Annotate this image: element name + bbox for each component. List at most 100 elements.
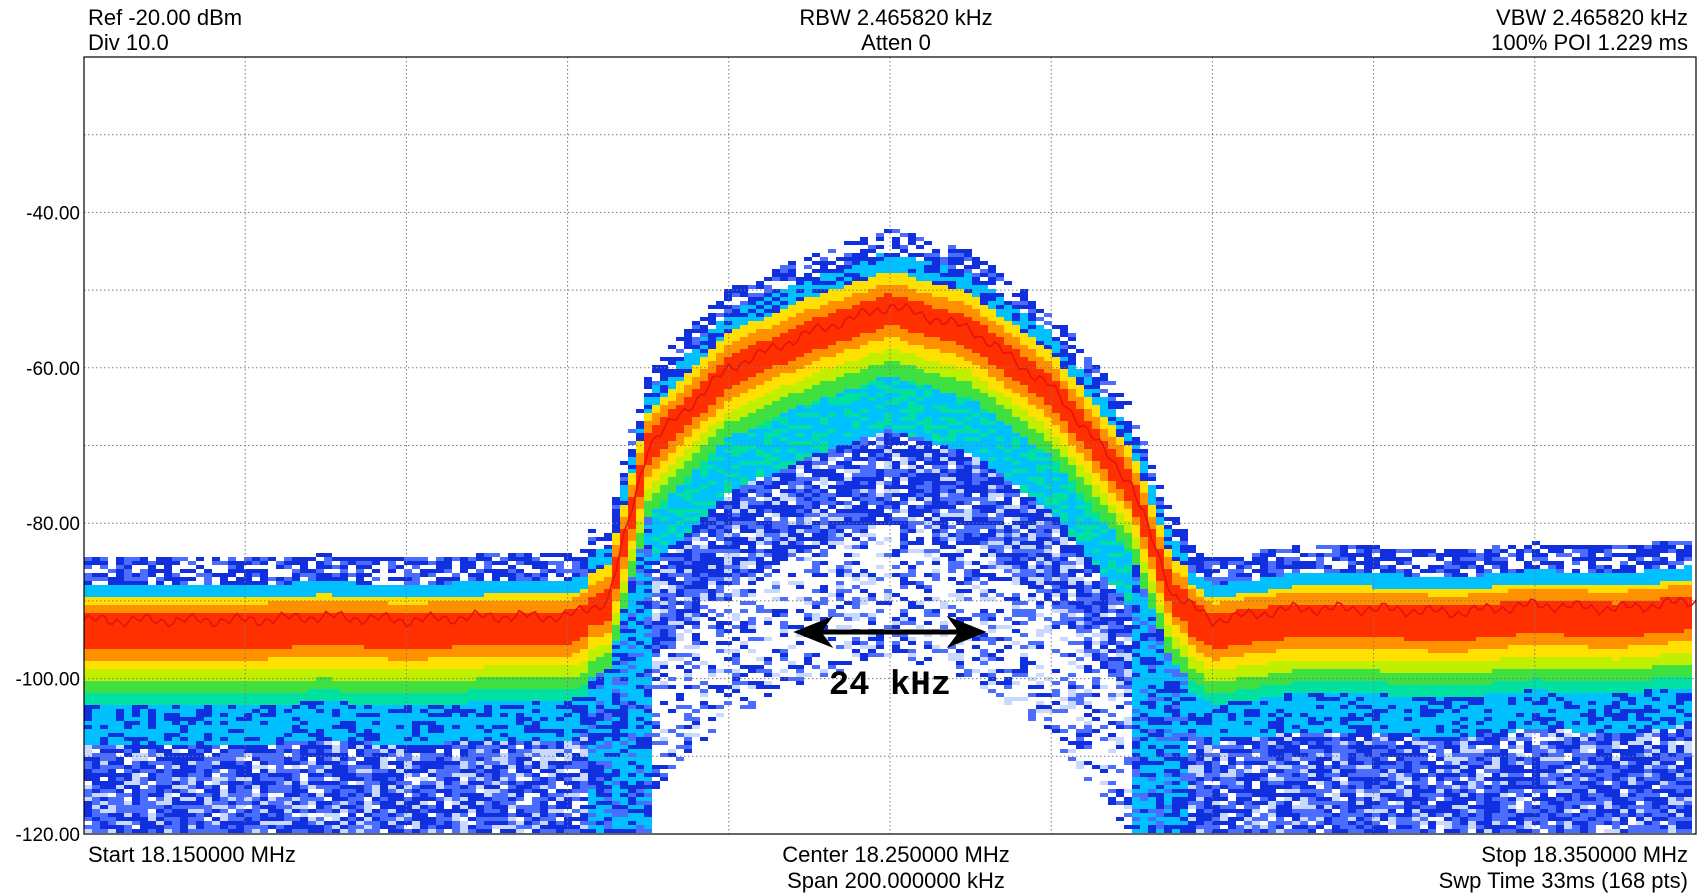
density-cell: [308, 781, 316, 785]
density-cell: [492, 725, 500, 729]
density-cell: [100, 797, 108, 801]
density-cell: [532, 705, 540, 709]
density-cell: [484, 753, 492, 757]
density-cell: [236, 613, 244, 617]
density-cell: [596, 741, 604, 745]
density-cell: [636, 685, 644, 689]
density-cell: [468, 717, 476, 721]
density-cell: [356, 805, 364, 809]
density-cell: [484, 693, 492, 697]
density-cell: [220, 749, 228, 753]
density-cell: [284, 609, 292, 613]
density-cell: [372, 629, 380, 633]
density-cell: [244, 585, 252, 589]
density-cell: [140, 753, 148, 757]
density-cell: [484, 593, 492, 597]
density-cell: [92, 617, 100, 621]
density-cell: [500, 709, 508, 713]
density-cell: [116, 801, 124, 805]
density-cell: [652, 481, 660, 485]
density-cell: [436, 757, 444, 761]
density-cell: [588, 637, 596, 641]
density-cell: [100, 821, 108, 825]
density-cell: [628, 589, 636, 593]
density-cell: [292, 605, 300, 609]
density-cell: [660, 465, 668, 469]
density-cell: [372, 693, 380, 697]
density-cell: [292, 669, 300, 673]
density-cell: [396, 601, 404, 605]
density-cell: [132, 741, 140, 745]
density-cell: [188, 713, 196, 717]
density-cell: [308, 589, 316, 593]
density-cell: [100, 669, 108, 673]
density-cell: [596, 561, 604, 565]
density-cell: [92, 601, 100, 605]
density-cell: [420, 569, 428, 573]
density-cell: [412, 761, 420, 765]
density-cell: [436, 725, 444, 729]
density-cell: [324, 581, 332, 585]
density-cell: [428, 769, 436, 773]
density-cell: [148, 709, 156, 713]
density-cell: [388, 593, 396, 597]
density-cell: [508, 577, 516, 581]
density-cell: [380, 717, 388, 721]
density-cell: [644, 617, 652, 621]
density-cell: [332, 689, 340, 693]
density-cell: [180, 797, 188, 801]
density-cell: [500, 829, 508, 833]
density-cell: [196, 617, 204, 621]
density-cell: [220, 641, 228, 645]
density-cell: [252, 649, 260, 653]
density-cell: [420, 821, 428, 825]
density-cell: [628, 753, 636, 757]
density-cell: [124, 669, 132, 673]
density-cell: [300, 605, 308, 609]
density-cell: [516, 673, 524, 677]
density-cell: [420, 613, 428, 617]
density-cell: [636, 653, 644, 657]
density-cell: [604, 701, 612, 705]
density-cell: [564, 765, 572, 769]
density-cell: [148, 633, 156, 637]
density-cell: [460, 701, 468, 705]
density-cell: [204, 813, 212, 817]
density-cell: [652, 625, 660, 629]
density-cell: [228, 797, 236, 801]
density-cell: [260, 737, 268, 741]
density-cell: [276, 697, 284, 701]
density-cell: [84, 621, 92, 625]
density-cell: [332, 809, 340, 813]
density-cell: [636, 573, 644, 577]
density-cell: [564, 817, 572, 821]
density-cell: [212, 705, 220, 709]
density-cell: [524, 697, 532, 701]
density-cell: [388, 637, 396, 641]
density-cell: [348, 593, 356, 597]
density-cell: [388, 569, 396, 573]
density-cell: [188, 761, 196, 765]
density-cell: [156, 649, 164, 653]
density-cell: [156, 801, 164, 805]
density-cell: [644, 657, 652, 661]
density-cell: [660, 437, 668, 441]
density-cell: [268, 741, 276, 745]
density-cell: [268, 685, 276, 689]
density-cell: [260, 689, 268, 693]
density-cell: [500, 761, 508, 765]
density-cell: [428, 709, 436, 713]
density-cell: [196, 597, 204, 601]
density-cell: [180, 609, 188, 613]
density-cell: [620, 829, 628, 833]
density-cell: [356, 573, 364, 577]
density-cell: [484, 633, 492, 637]
density-cell: [628, 689, 636, 693]
density-cell: [156, 601, 164, 605]
density-cell: [460, 825, 468, 829]
density-cell: [236, 645, 244, 649]
density-cell: [500, 725, 508, 729]
density-cell: [148, 693, 156, 697]
density-cell: [108, 765, 116, 769]
density-cell: [364, 737, 372, 741]
